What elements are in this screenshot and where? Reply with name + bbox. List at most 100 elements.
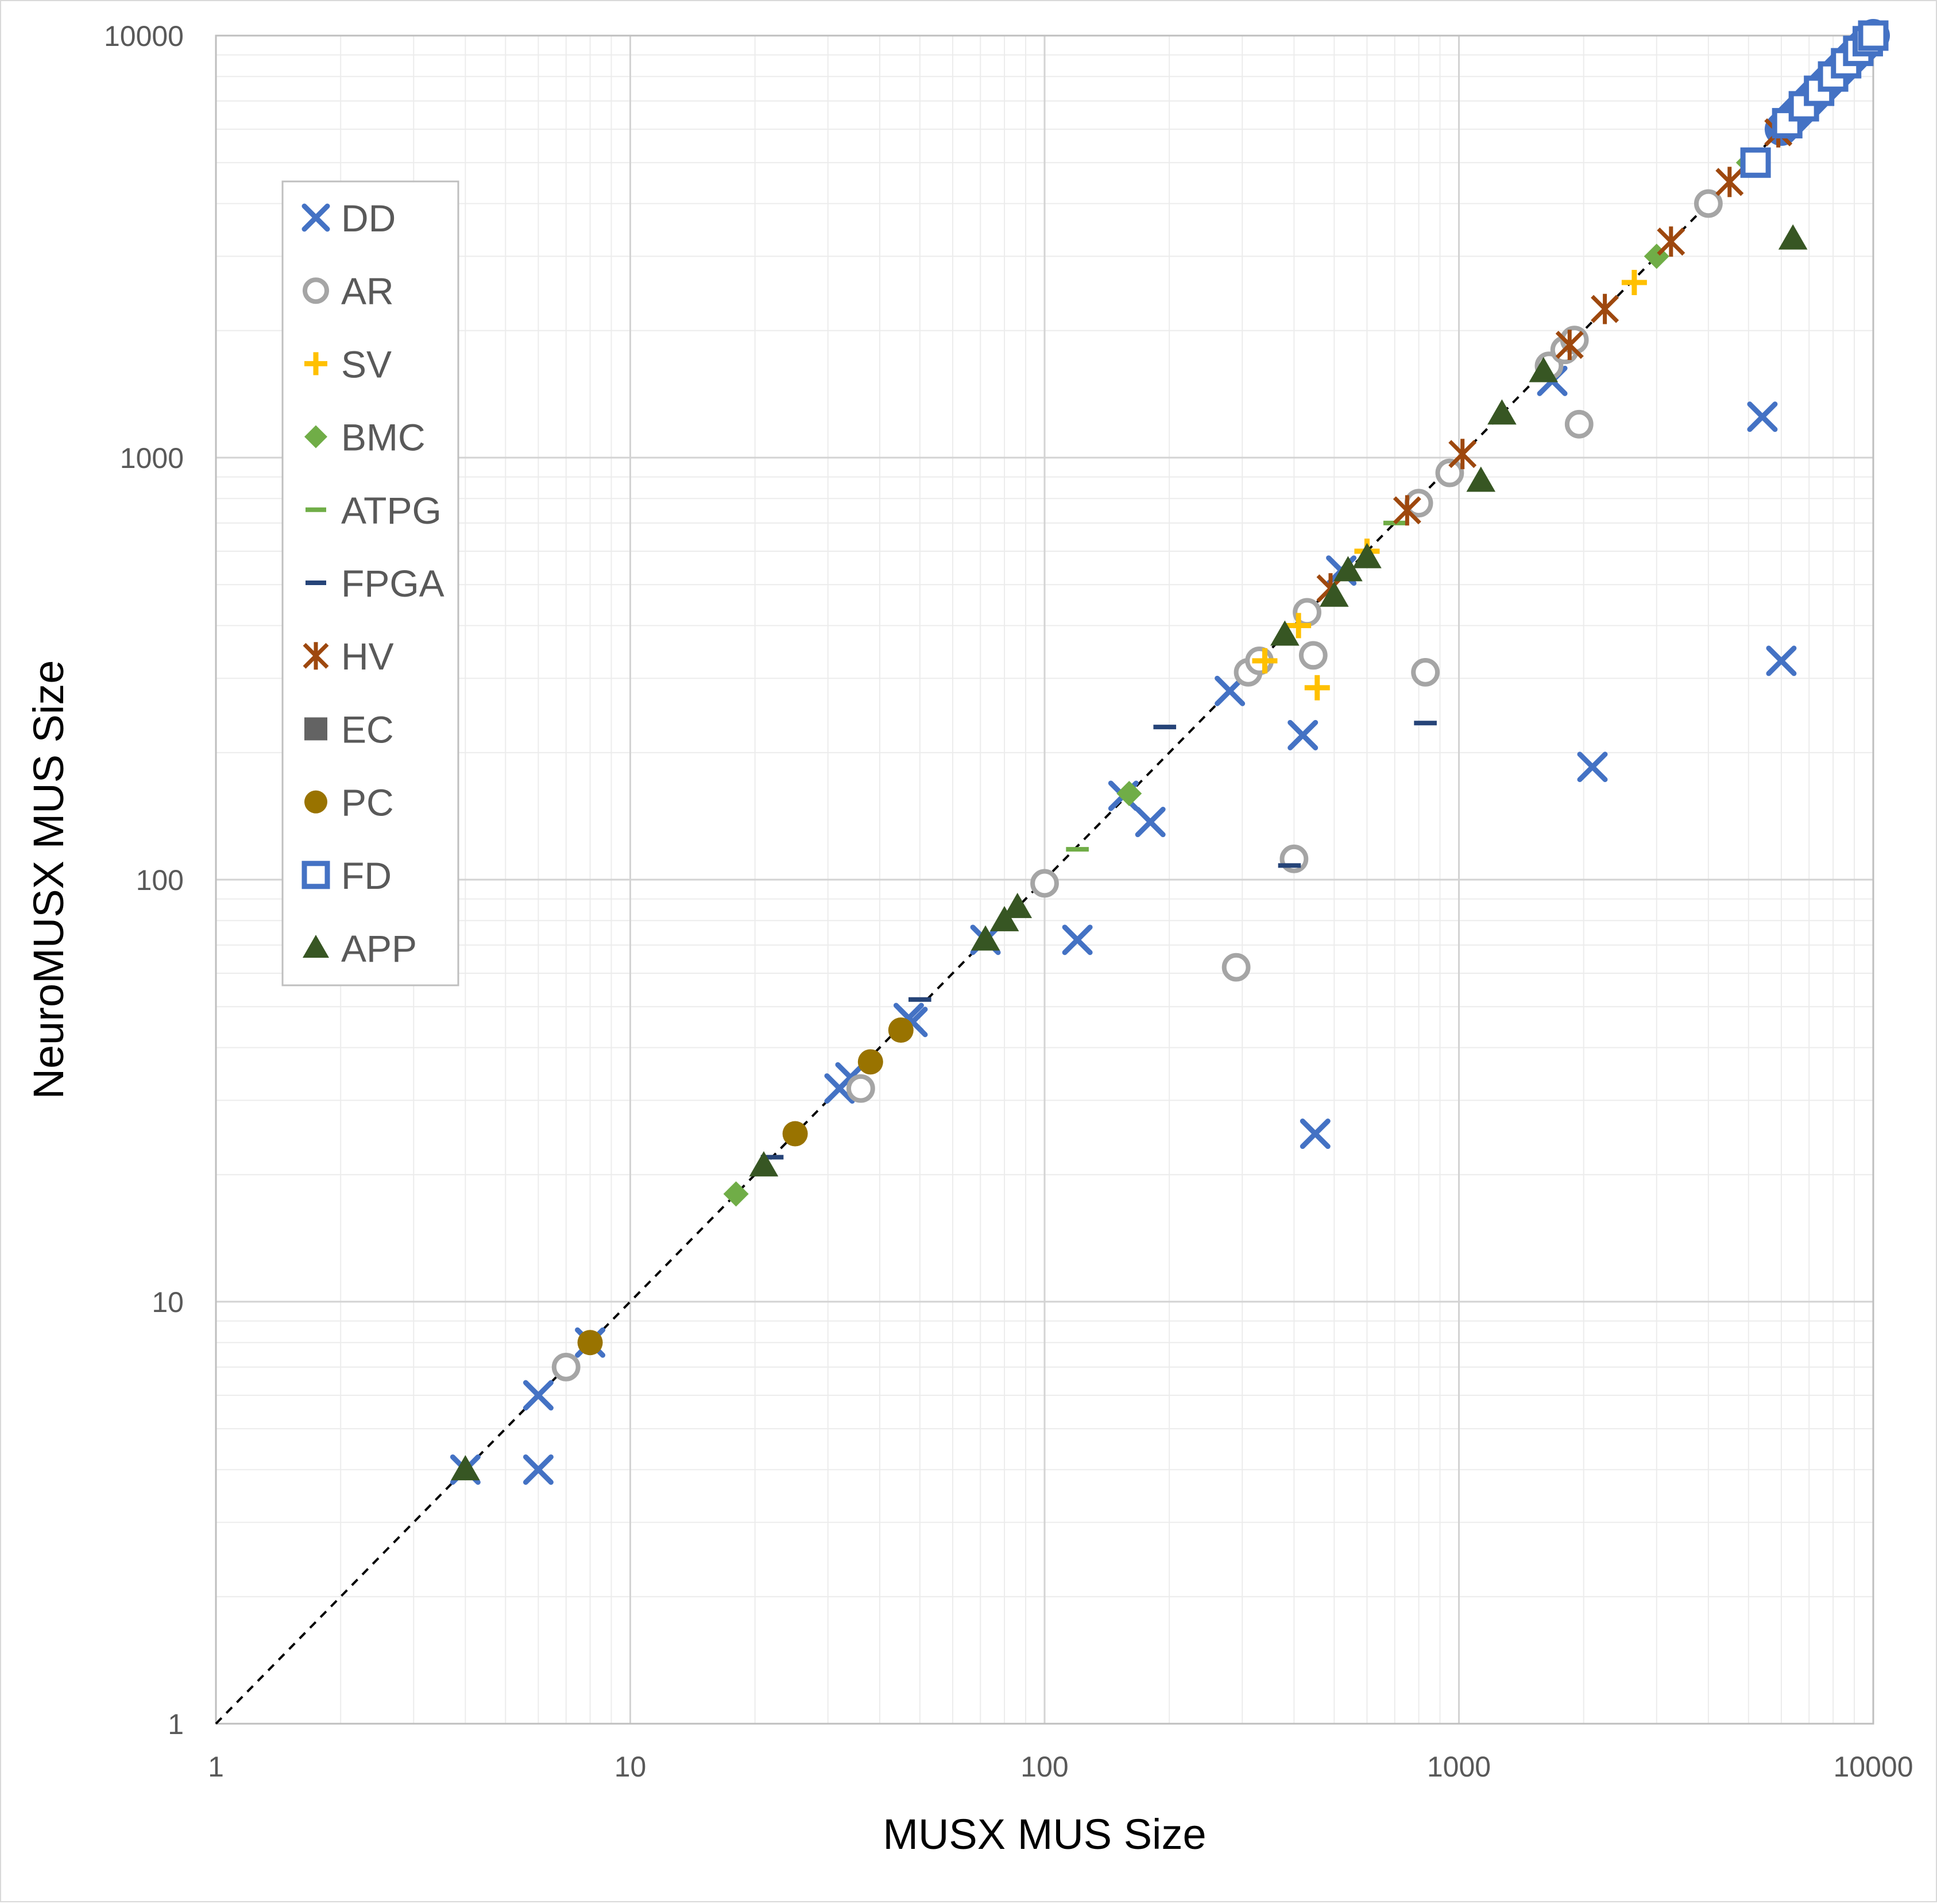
data-point-app (1352, 543, 1382, 568)
legend-item-fd: FD (301, 854, 392, 897)
legend-marker-pc (304, 790, 327, 814)
legend-label: APP (341, 927, 417, 970)
data-point-hv (1591, 293, 1619, 324)
marker-shape (1003, 892, 1033, 918)
marker-shape (989, 905, 1019, 931)
data-point-app (1270, 620, 1300, 646)
series-fd (1740, 20, 1889, 178)
data-point-hv (1448, 439, 1477, 470)
marker-stroke (835, 1062, 866, 1093)
marker-shape (1694, 189, 1723, 218)
data-point-app (1333, 556, 1363, 582)
data-point-sv (1252, 648, 1278, 674)
data-point-hv (1393, 495, 1421, 526)
marker-shape (1333, 556, 1363, 582)
legend-marker-ar (303, 277, 329, 304)
legend-items: DD AR SV BMC ATPG FPGA HV EC PC FD APP (301, 197, 444, 970)
data-point-sv (1304, 675, 1330, 701)
data-point-dd (523, 1380, 554, 1411)
legend-label: EC (341, 708, 394, 750)
data-point-bmc (1116, 780, 1142, 806)
marker-shape (1298, 641, 1328, 670)
data-point-app (1778, 224, 1808, 250)
marker-shape (1435, 458, 1464, 487)
legend-label: AR (341, 270, 394, 312)
marker-stroke (1288, 719, 1319, 750)
marker-shape (1564, 409, 1594, 439)
y-tick-label: 1000 (120, 442, 184, 474)
marker-shape (1352, 543, 1382, 568)
x-tick-label: 10000 (1833, 1751, 1913, 1783)
data-point-hv (1657, 226, 1685, 257)
marker-shape (1320, 581, 1349, 607)
data-point-dd (1062, 924, 1093, 955)
series-fpga (760, 721, 1437, 1160)
legend-label: FPGA (341, 562, 444, 605)
legend-label: PC (341, 781, 394, 824)
marker-shape (451, 1455, 480, 1481)
data-point-ar (1694, 189, 1723, 218)
marker-stroke (523, 1380, 554, 1411)
y-axis-title: NeuroMUSX MUS Size (25, 660, 72, 1100)
data-point-fd (1740, 147, 1771, 178)
data-point-dd (1288, 719, 1319, 750)
data-point-pc (888, 1017, 914, 1043)
data-point-pc (857, 1049, 883, 1075)
data-point-app (1529, 357, 1559, 382)
data-point-ar (1221, 953, 1251, 982)
marker-shape (1858, 20, 1889, 51)
legend-marker-bmc (304, 425, 327, 448)
legend-label: HV (341, 635, 394, 678)
legend: DD AR SV BMC ATPG FPGA HV EC PC FD APP (281, 180, 459, 986)
y-tick-label: 10000 (104, 20, 184, 52)
y-tick-label: 100 (136, 864, 184, 896)
data-point-dd (1766, 645, 1797, 676)
x-axis-tick-labels: 1 10 100 1000 10000 (208, 1751, 1913, 1783)
data-point-app (1487, 399, 1517, 425)
legend-label: ATPG (341, 489, 442, 532)
legend-marker-sv (304, 352, 327, 376)
data-point-ar (1030, 869, 1059, 898)
marker-shape (304, 717, 327, 741)
data-point-ar (1298, 641, 1328, 670)
marker-stroke (1300, 1119, 1331, 1150)
marker-shape (1030, 869, 1059, 898)
data-point-app (451, 1455, 480, 1481)
legend-item-ar: AR (303, 270, 394, 312)
marker-stroke (1062, 924, 1093, 955)
marker-shape (971, 925, 1000, 951)
legend-item-ec: EC (304, 708, 394, 750)
data-point-dd (1747, 401, 1778, 432)
data-point-app (1466, 466, 1496, 492)
legend-label: SV (341, 343, 392, 385)
data-point-ar (1411, 657, 1440, 687)
data-point-app (1003, 892, 1033, 918)
legend-item-pc: PC (304, 781, 394, 824)
series-dd (450, 365, 1797, 1485)
data-point-ar (551, 1352, 581, 1381)
legend-item-app: APP (303, 927, 417, 970)
marker-shape (304, 790, 327, 814)
legend-marker-app (303, 935, 329, 958)
series-app (451, 224, 1808, 1481)
legend-item-dd: DD (301, 197, 396, 239)
marker-stroke (1135, 807, 1166, 838)
plot-area-border (215, 34, 1874, 1725)
marker-shape (749, 1151, 779, 1177)
marker-stroke (1766, 645, 1797, 676)
x-axis-title: MUSX MUS Size (883, 1810, 1206, 1858)
marker-shape (1411, 657, 1440, 687)
marker-shape (303, 935, 329, 958)
legend-label: DD (341, 197, 396, 239)
y-axis-tick-labels: 1 10 100 1000 10000 (104, 20, 184, 1740)
marker-shape (1740, 147, 1771, 178)
y-tick-label: 1 (168, 1708, 184, 1740)
marker-shape (1116, 780, 1142, 806)
legend-item-hv: HV (303, 635, 394, 678)
marker-shape (1778, 224, 1808, 250)
data-point-sv (1286, 613, 1312, 638)
legend-label: FD (341, 854, 392, 897)
data-point-ar (1435, 458, 1464, 487)
marker-shape (577, 1330, 603, 1356)
